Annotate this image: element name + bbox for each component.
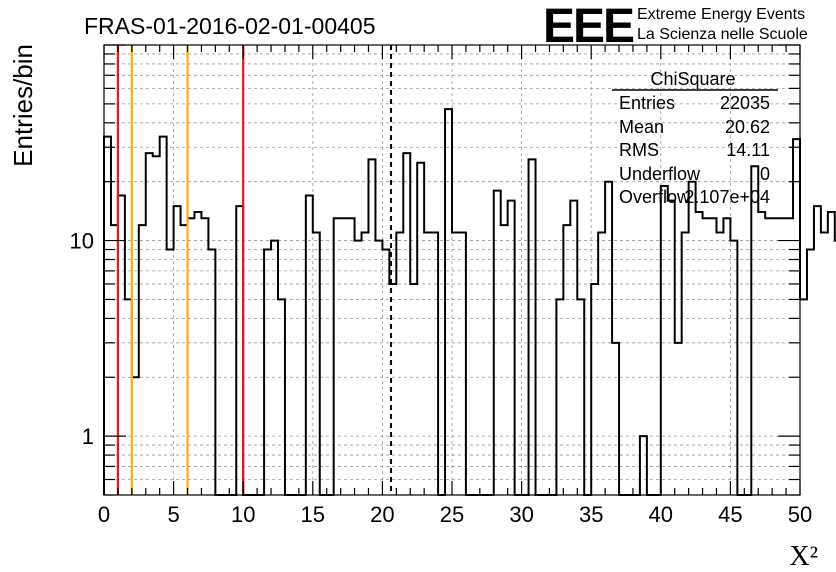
- y-tick-labels: 1 10: [70, 229, 94, 450]
- histogram-bin: [716, 232, 723, 495]
- histogram-bin: [591, 284, 598, 495]
- stats-value-underflow: 0: [760, 164, 770, 184]
- histogram-bin: [807, 250, 814, 495]
- histogram-bin: [139, 225, 146, 495]
- histogram-bin: [362, 232, 369, 495]
- eee-logo: EEE Extreme Energy Events La Scienza nel…: [543, 0, 808, 53]
- histogram-bin: [570, 201, 577, 495]
- histogram-bin: [452, 232, 459, 495]
- histogram-bin: [556, 299, 563, 495]
- histogram-outline: [103, 108, 836, 496]
- histogram-bin: [194, 212, 201, 495]
- histogram-bin: [668, 201, 675, 495]
- histogram-bin: [577, 299, 584, 495]
- grid-lines: [104, 45, 800, 495]
- histogram-bin: [605, 182, 612, 495]
- x-tick-label: 40: [649, 502, 673, 527]
- x-tick-label: 0: [98, 502, 110, 527]
- x-tick-label: 35: [579, 502, 603, 527]
- histogram-bin: [445, 109, 452, 495]
- histogram-bin: [104, 137, 111, 495]
- stats-label-rms: RMS: [619, 140, 659, 160]
- x-tick-labels: 0 5 10 15 20 25 30 35 40 45 50: [98, 502, 812, 527]
- stats-label-entries: Entries: [619, 93, 675, 113]
- histogram-bin: [313, 232, 320, 495]
- histogram-bin: [661, 186, 668, 495]
- histogram-bin: [368, 159, 375, 495]
- histogram-bin: [264, 250, 271, 495]
- chart-title: FRAS-01-2016-02-01-00405: [84, 13, 376, 39]
- histogram-bin: [208, 250, 215, 495]
- x-tick-label: 45: [718, 502, 742, 527]
- histogram-bin: [153, 156, 160, 495]
- histogram-bin: [459, 232, 466, 495]
- logo-line-1: Extreme Energy Events: [637, 6, 805, 23]
- histogram-bin: [758, 212, 765, 495]
- histogram-bin: [160, 137, 167, 495]
- y-axis-label: Entries/bin: [8, 44, 38, 167]
- histogram-bin: [501, 225, 508, 495]
- histogram-bin: [793, 139, 800, 495]
- x-axis-label: X²: [789, 541, 818, 572]
- histogram-bin: [696, 212, 703, 495]
- histogram-bin: [424, 232, 431, 495]
- x-tick-label: 25: [440, 502, 464, 527]
- eee-logo-mark: EEE: [543, 0, 634, 53]
- histogram-bin: [751, 166, 758, 495]
- histogram-bin: [146, 153, 153, 495]
- stats-label-mean: Mean: [619, 117, 664, 137]
- histogram-bin: [563, 225, 570, 495]
- x-tick-label: 20: [370, 502, 394, 527]
- reference-lines: [116, 45, 393, 495]
- axis-ticks: [103, 44, 801, 496]
- x-tick-label: 10: [231, 502, 255, 527]
- histogram-bin: [821, 232, 828, 495]
- x-tick-label: 5: [167, 502, 179, 527]
- stats-value-entries: 22035: [720, 93, 770, 113]
- stats-value-rms: 14.11: [726, 140, 770, 160]
- stats-label-overflow: Overflow: [619, 187, 691, 207]
- histogram-bin: [431, 232, 438, 495]
- stats-value-overflow: 2.107e+04: [684, 187, 770, 207]
- x-tick-label: 30: [509, 502, 533, 527]
- histogram-bin: [382, 250, 389, 495]
- logo-line-2: La Scienza nelle Scuole: [637, 26, 808, 43]
- histogram-bin: [675, 343, 682, 495]
- histogram-bin: [355, 241, 362, 495]
- histogram-bin: [598, 232, 605, 495]
- histogram-bin: [529, 159, 536, 495]
- histogram-bin: [410, 284, 417, 495]
- y-tick-label: 10: [70, 229, 94, 254]
- x-tick-label: 50: [788, 502, 812, 527]
- histogram-bin: [689, 182, 696, 495]
- histogram-bin: [508, 201, 515, 495]
- histogram-bin: [814, 206, 821, 495]
- stats-value-mean: 20.62: [725, 117, 770, 137]
- histogram-bin: [682, 232, 689, 495]
- histogram-bin: [167, 250, 174, 495]
- histogram-bin: [730, 241, 737, 495]
- x-tick-label: 15: [301, 502, 325, 527]
- histogram-bin: [375, 241, 382, 495]
- histogram-bin: [612, 343, 619, 495]
- y-tick-label: 1: [82, 424, 94, 449]
- stats-label-underflow: Underflow: [619, 164, 701, 184]
- histogram-bin: [278, 299, 285, 495]
- histogram-bin: [403, 153, 410, 495]
- histogram-bars: [103, 108, 836, 496]
- histogram-bin: [396, 232, 403, 495]
- histogram-bin: [271, 241, 278, 495]
- histogram-bin: [828, 212, 835, 495]
- stats-box: ChiSquare Entries 22035 Mean 20.62 RMS 1…: [612, 69, 778, 207]
- stats-box-title: ChiSquare: [650, 69, 735, 89]
- histogram-bin: [800, 299, 807, 495]
